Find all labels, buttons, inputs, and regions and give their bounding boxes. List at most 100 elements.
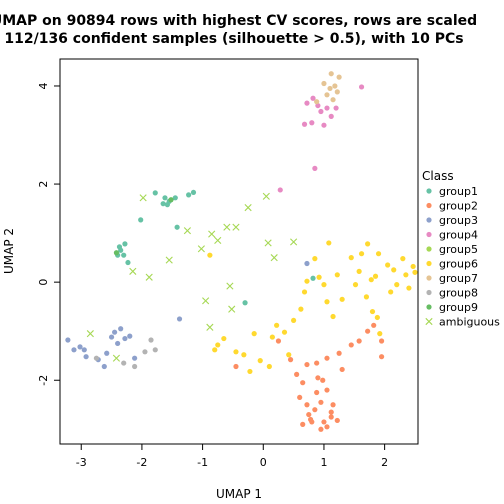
point-group1 [160,201,166,207]
point-group6 [394,282,400,288]
point-group7 [324,92,330,98]
point-group6 [212,347,218,353]
point-ambiguous [183,227,192,235]
chart-subtitle: 112/136 confident samples (silhouette > … [4,31,463,47]
point-group2 [324,424,330,430]
point-ambiguous [226,282,234,290]
point-group3 [112,329,118,335]
point-ambiguous [290,238,298,246]
point-group6 [233,349,239,355]
legend-label-group1: group1 [439,185,478,198]
point-ambiguous [197,245,205,253]
point-group7 [314,99,320,105]
point-group2 [378,354,385,360]
point-group7 [334,89,340,95]
point-group6 [374,314,380,321]
point-group6 [412,269,418,275]
marker-stroke [270,254,278,262]
x-tick-label: -2 [136,456,147,469]
point-group6 [375,251,382,257]
point-group6 [316,274,322,280]
point-group6 [241,352,247,358]
point-group6 [269,334,275,340]
legend-label-group2: group2 [439,200,478,213]
point-group4 [301,121,308,127]
point-group2 [300,380,306,386]
marker-stroke [183,227,192,235]
marker-stroke [139,194,147,202]
legend-marker-group8 [426,289,432,296]
point-group2 [287,357,294,363]
point-ambiguous [262,192,270,200]
point-group6 [215,342,221,348]
point-group4 [318,108,324,115]
point-group6 [356,268,362,274]
point-group4 [315,102,321,109]
point-group2 [365,328,371,334]
point-group1 [242,300,248,306]
marker-stroke [206,323,214,331]
marker-stroke [208,230,216,238]
point-group6 [291,317,297,324]
point-group6 [410,263,416,270]
point-group6 [339,296,345,302]
point-group6 [334,272,340,278]
point-group1 [174,224,180,230]
point-group6 [377,331,383,337]
marker-stroke [290,238,298,246]
marker-stroke [145,273,153,281]
point-group2 [328,414,334,420]
legend-marker-group9 [426,304,432,310]
point-group6 [400,256,406,262]
point-group6 [403,272,409,278]
point-group6 [324,299,330,305]
point-ambiguous [206,323,214,331]
legend-label-group3: group3 [439,214,478,227]
point-group4 [321,122,327,128]
point-group3 [71,347,77,353]
point-group2 [318,399,324,405]
point-group6 [221,335,227,342]
point-ambiguous [228,305,236,313]
point-group8 [121,360,127,366]
legend-marker-ambiguous [425,317,433,326]
point-group3 [81,347,87,353]
point-group3 [132,355,138,361]
point-group2 [334,417,340,424]
legend-title: Class [422,169,454,183]
legend-label-group6: group6 [439,258,478,271]
marker-stroke [232,223,240,231]
point-group9 [168,197,174,203]
point-group3 [176,316,183,322]
point-group6 [321,282,327,288]
marker-stroke [425,317,433,326]
legend-marker-group3 [426,217,432,223]
y-axis-label: UMAP 2 [2,228,16,274]
point-group2 [275,338,282,344]
y-axis: -2 0 2 4 [37,82,60,386]
point-group6 [358,251,365,257]
point-group9 [113,250,120,256]
legend-marker-group4 [426,231,432,238]
point-group2 [348,342,354,348]
legend-label-group4: group4 [439,229,478,242]
point-ambiguous [145,273,153,281]
point-group2 [321,419,327,425]
point-group4 [358,84,365,90]
y-tick-label: -2 [37,375,50,386]
point-group6 [363,294,370,300]
point-group2 [378,338,385,344]
legend-marker-group2 [426,202,432,209]
marker-stroke [214,236,222,245]
chart-title: UMAP on 90894 rows with highest CV score… [0,13,477,29]
point-group6 [298,306,304,312]
point-group7 [332,83,338,89]
point-group4 [333,105,339,111]
x-tick-label: -1 [197,456,208,469]
point-group1 [190,189,197,196]
point-group2 [324,387,330,393]
point-group4 [277,187,283,193]
point-group3 [304,260,310,267]
point-group6 [385,262,391,268]
